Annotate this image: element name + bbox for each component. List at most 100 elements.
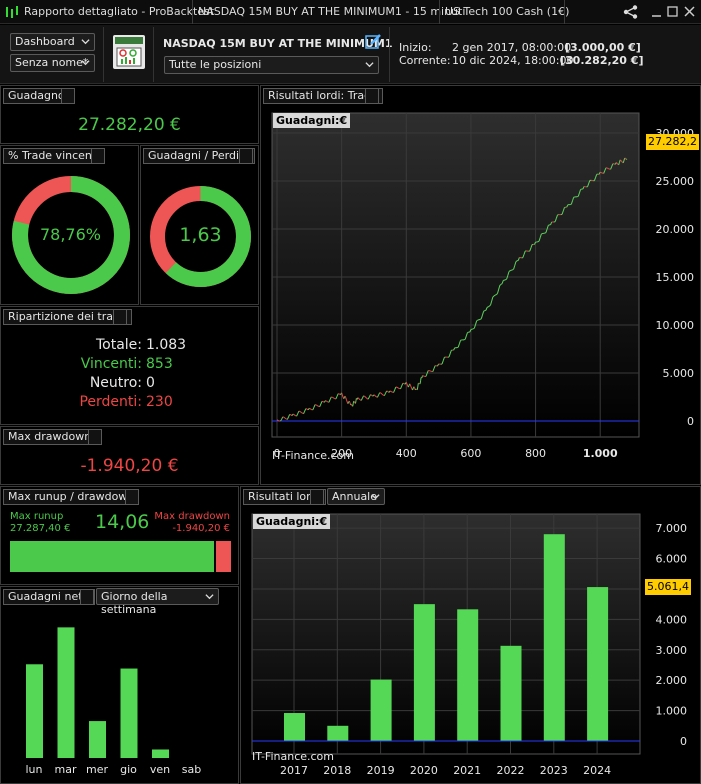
equity-segment xyxy=(320,401,323,405)
maximize-icon[interactable] xyxy=(667,6,679,18)
trade-results-chart: 30.00025.00020.00015.00010.0005.00000200… xyxy=(271,112,695,460)
weekday-bar xyxy=(89,721,106,758)
wrench-icon[interactable] xyxy=(365,88,379,104)
equity-segment xyxy=(432,368,435,372)
equity-segment xyxy=(506,275,509,280)
equity-segment xyxy=(307,407,310,411)
gain-loss-panel: Guadagni / Perdite 1,63 xyxy=(140,145,259,305)
separator xyxy=(153,27,154,82)
equity-segment xyxy=(310,408,312,411)
equity-segment xyxy=(348,400,351,403)
wrench-icon[interactable] xyxy=(88,429,102,445)
equity-segment xyxy=(622,160,625,164)
dd-label: Max drawdown xyxy=(154,511,230,522)
equity-segment xyxy=(315,404,318,407)
weekday-period-select[interactable]: Giorno della settimana xyxy=(96,588,219,616)
wrench-icon[interactable] xyxy=(91,148,105,164)
runup-bar-fill xyxy=(10,541,217,572)
win-label: Vincenti: xyxy=(80,356,142,372)
runup-bar xyxy=(10,541,231,572)
equity-segment xyxy=(546,225,549,230)
backtest-report-icon[interactable] xyxy=(112,34,146,70)
positions-select-value: Tutte le posizioni xyxy=(169,58,262,71)
equity-segment xyxy=(595,174,598,178)
wrench-icon[interactable] xyxy=(61,88,75,104)
win-percent-donut xyxy=(12,176,130,294)
annual-bar xyxy=(543,534,565,741)
total-label: Totale: xyxy=(95,337,142,353)
equity-segment xyxy=(335,396,338,400)
equity-segment xyxy=(541,233,543,235)
wrench-icon[interactable] xyxy=(125,489,139,505)
trade-breakdown-panel: Ripartizione dei trade Totale: 1.083 Vin… xyxy=(0,306,259,425)
equity-segment xyxy=(453,347,456,351)
start-label: Inizio: xyxy=(399,41,432,54)
strategy-name: NASDAQ 15M BUY AT THE MINIMUM1 xyxy=(163,37,393,50)
annual-bar xyxy=(457,609,479,741)
breakdown-list: Totale: 1.083 Vincenti: 853 Neutro: 0 Pe… xyxy=(1,336,260,412)
annual-results-chart: 7.0006.0005.0004.0003.0002.0001.00002017… xyxy=(251,513,687,777)
view-select[interactable]: Dashboard xyxy=(10,33,95,51)
trade-results-panel: Risultati lordi: Trade 30.00025.00020.00… xyxy=(260,85,701,485)
equity-segment xyxy=(515,260,518,262)
equity-segment xyxy=(578,189,582,194)
x-tick-label: 0 xyxy=(274,447,281,460)
equity-segment xyxy=(610,166,613,170)
annual-period-select[interactable]: Annuale xyxy=(327,488,385,505)
wrench-icon[interactable] xyxy=(310,489,324,505)
trade-breakdown-title: Ripartizione dei trade xyxy=(3,309,132,325)
equity-segment xyxy=(587,183,590,187)
neutral-label: Neutro: xyxy=(89,375,142,391)
x-tick-label: 200 xyxy=(331,447,352,460)
current-date: 10 dic 2024, 18:00:00 xyxy=(452,54,574,67)
gain-panel: Guadagno 27.282,20 € xyxy=(0,85,259,144)
start-value: [3.000,00 €] xyxy=(565,41,641,54)
name-select[interactable]: Senza nome* xyxy=(10,54,95,72)
equity-segment xyxy=(414,388,417,391)
close-icon[interactable] xyxy=(684,6,696,18)
equity-segment xyxy=(303,410,306,414)
annual-bar xyxy=(587,587,609,741)
positions-select[interactable]: Tutte le posizioni xyxy=(164,56,379,74)
equity-segment xyxy=(319,403,322,407)
equity-segment xyxy=(495,293,498,295)
equity-segment xyxy=(333,397,335,400)
share-icon[interactable] xyxy=(623,5,639,19)
equity-segment xyxy=(394,386,397,390)
tab-instrument[interactable]: US Tech 100 Cash (1€) xyxy=(445,5,570,18)
wrench-icon[interactable] xyxy=(80,589,94,605)
equity-segment xyxy=(473,324,477,329)
x-tick-label: 2019 xyxy=(367,764,395,777)
x-tick-label: 2018 xyxy=(323,764,351,777)
wrench-icon[interactable] xyxy=(113,309,127,325)
equity-segment xyxy=(373,394,376,397)
equity-segment xyxy=(400,385,403,389)
equity-segment xyxy=(437,363,440,367)
equity-segment xyxy=(480,314,483,319)
name-select-value: Senza nome* xyxy=(15,56,89,69)
equity-segment xyxy=(530,244,533,248)
equity-segment xyxy=(299,411,302,413)
x-tick-label: 400 xyxy=(396,447,417,460)
equity-segment xyxy=(296,413,299,417)
minimize-icon[interactable] xyxy=(651,6,663,18)
window-title: Rapporto dettagliato - ProBacktest xyxy=(24,5,215,18)
equity-segment xyxy=(326,400,329,403)
edit-icon[interactable] xyxy=(365,33,382,50)
equity-segment xyxy=(280,419,283,422)
win-percent-value: 78,76% xyxy=(39,225,101,244)
chevron-down-icon xyxy=(371,494,380,500)
tab-strategy[interactable]: NASDAQ 15M BUY AT THE MINIMUM1 - 15 minu… xyxy=(198,5,466,18)
equity-segment xyxy=(386,390,389,392)
equity-segment xyxy=(539,233,542,238)
x-tick-label: 800 xyxy=(525,447,546,460)
separator xyxy=(103,27,104,82)
y-tick-label: 20.000 xyxy=(656,223,695,236)
wrench-icon[interactable] xyxy=(239,148,253,164)
donut-ring-loss xyxy=(12,176,130,294)
equity-segment xyxy=(357,397,360,400)
equity-segment xyxy=(513,265,516,270)
y-tick-label: 5.000 xyxy=(663,367,695,380)
breakdown-neutral-row: Neutro: 0 xyxy=(1,374,260,393)
x-tick-label: ven xyxy=(150,763,170,776)
